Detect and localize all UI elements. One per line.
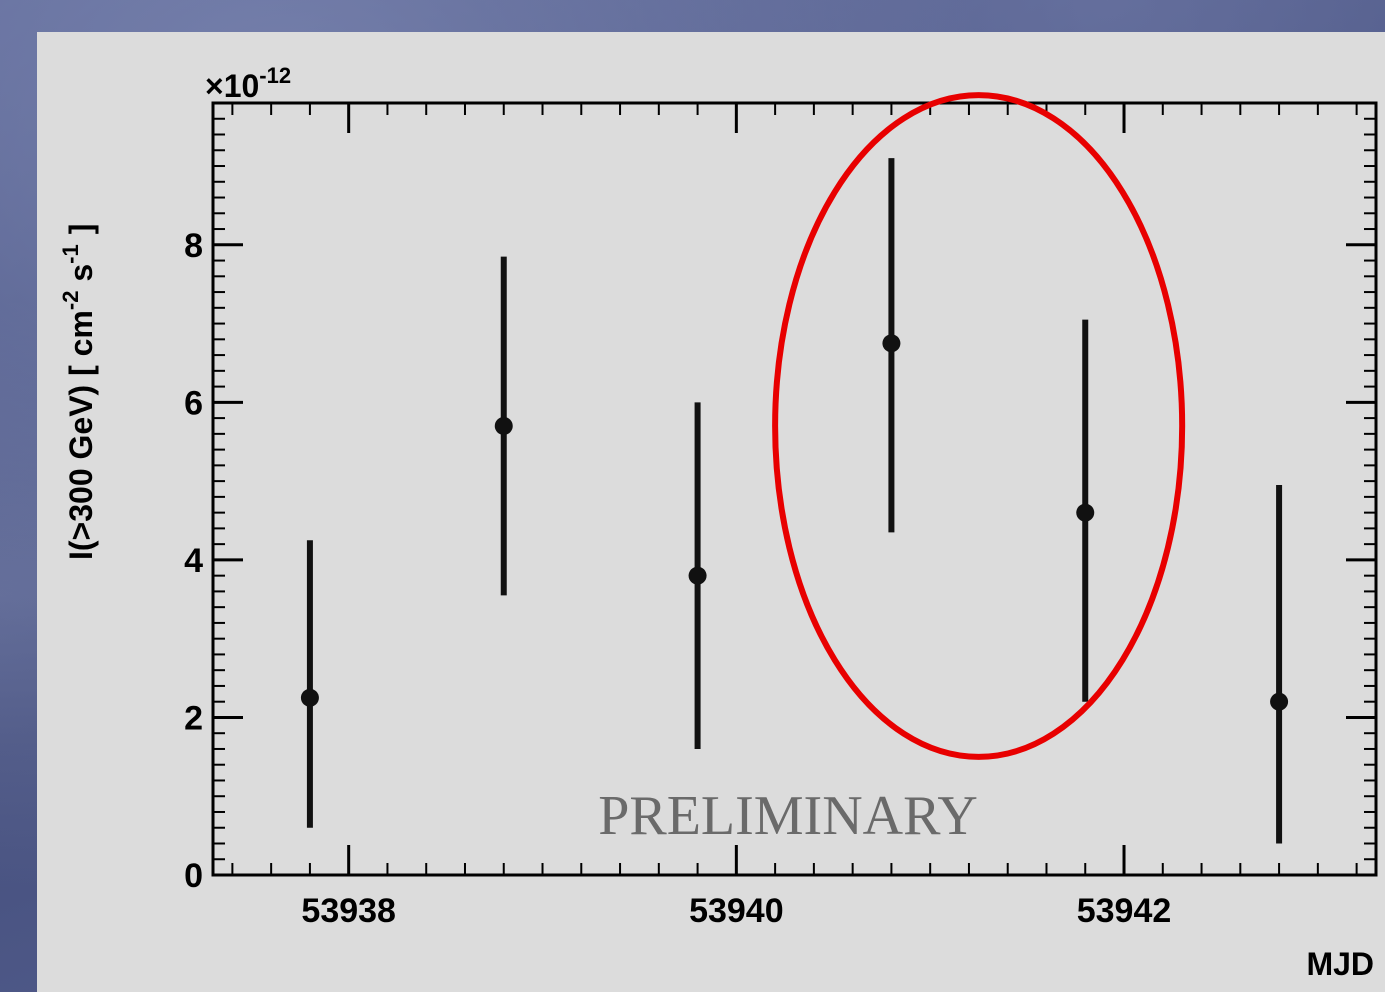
ylabel-end: ] (63, 224, 99, 235)
y-axis-title: I(>300 GeV) [ cm-2 s-1] (58, 224, 99, 560)
y-tick-label: 0 (184, 857, 203, 895)
x-major-ticks (347, 103, 1126, 875)
x-tick-label: 53942 (1077, 892, 1172, 930)
x-tick-label: 53938 (301, 892, 396, 930)
x-axis-title: MJD (1306, 946, 1374, 982)
y-tick-label: 6 (184, 384, 203, 422)
x-minor-ticks (231, 103, 1358, 875)
y-minor-ticks (213, 102, 1376, 876)
ylabel-exp2: -1 (58, 244, 83, 264)
data-point (1270, 692, 1289, 711)
data-point (1076, 503, 1095, 522)
chart-panel (37, 32, 1385, 992)
y-tick-label: 8 (184, 227, 203, 265)
data-point (882, 334, 901, 353)
ylabel-main: I(>300 GeV) [ cm (63, 310, 99, 560)
y-tick-label: 2 (184, 699, 203, 737)
data-point (494, 416, 513, 435)
x-tick-label: 53940 (689, 892, 784, 930)
exponent-base: ×10 (205, 68, 259, 104)
x-tick-labels: 53938 53940 53942 (301, 892, 1171, 930)
ylabel-mid: s (63, 264, 99, 291)
data-point (300, 688, 319, 707)
exponent-power: -12 (259, 63, 291, 88)
highlight-ellipse (772, 92, 1186, 760)
plot-frame (211, 101, 1378, 877)
data-points (300, 158, 1289, 844)
y-major-ticks (213, 243, 1376, 877)
exponent-label: ×10-12 (205, 63, 291, 104)
data-point (688, 566, 707, 585)
watermark-preliminary: PRELIMINARY (598, 785, 978, 847)
y-tick-labels: 0 2 4 6 8 (184, 227, 203, 895)
ylabel-exp1: -2 (58, 291, 83, 311)
y-tick-label: 4 (184, 542, 203, 580)
